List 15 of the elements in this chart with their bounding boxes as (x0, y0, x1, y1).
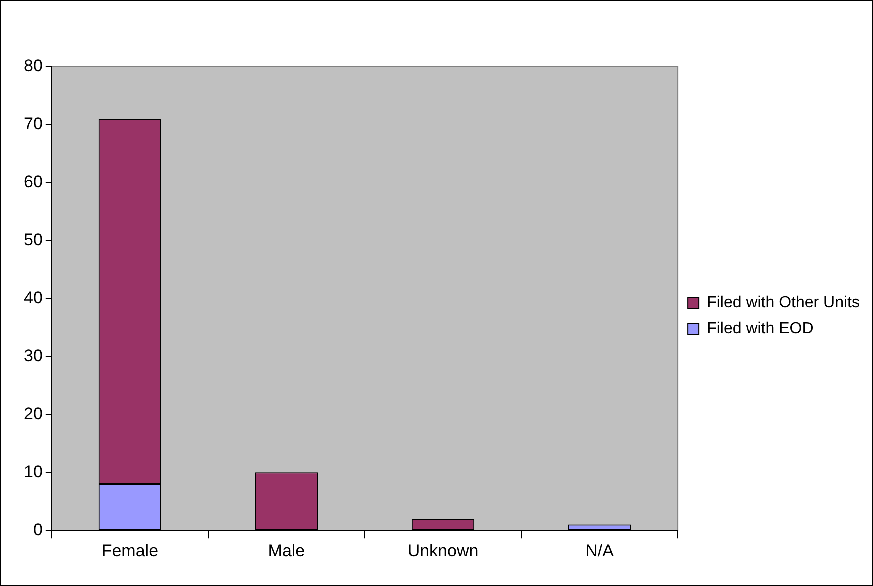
y-tick-label: 10 (24, 462, 43, 482)
y-tick-label: 40 (24, 288, 43, 308)
x-tick-label: N/A (586, 541, 615, 560)
y-tick-label: 50 (24, 230, 43, 250)
y-tick-label: 20 (24, 404, 43, 424)
legend-label: Filed with EOD (707, 320, 814, 338)
x-tick-label: Male (268, 541, 306, 560)
y-tick-label: 60 (24, 172, 43, 192)
y-tick-label: 80 (24, 56, 43, 76)
x-tick-label: Unknown (408, 541, 479, 560)
legend-label: Filed with Other Units (707, 294, 860, 312)
x-tick-label: Female (102, 541, 159, 560)
y-tick-label: 0 (33, 520, 43, 540)
y-tick-label: 70 (24, 114, 43, 134)
y-tick-label: 30 (24, 346, 43, 366)
